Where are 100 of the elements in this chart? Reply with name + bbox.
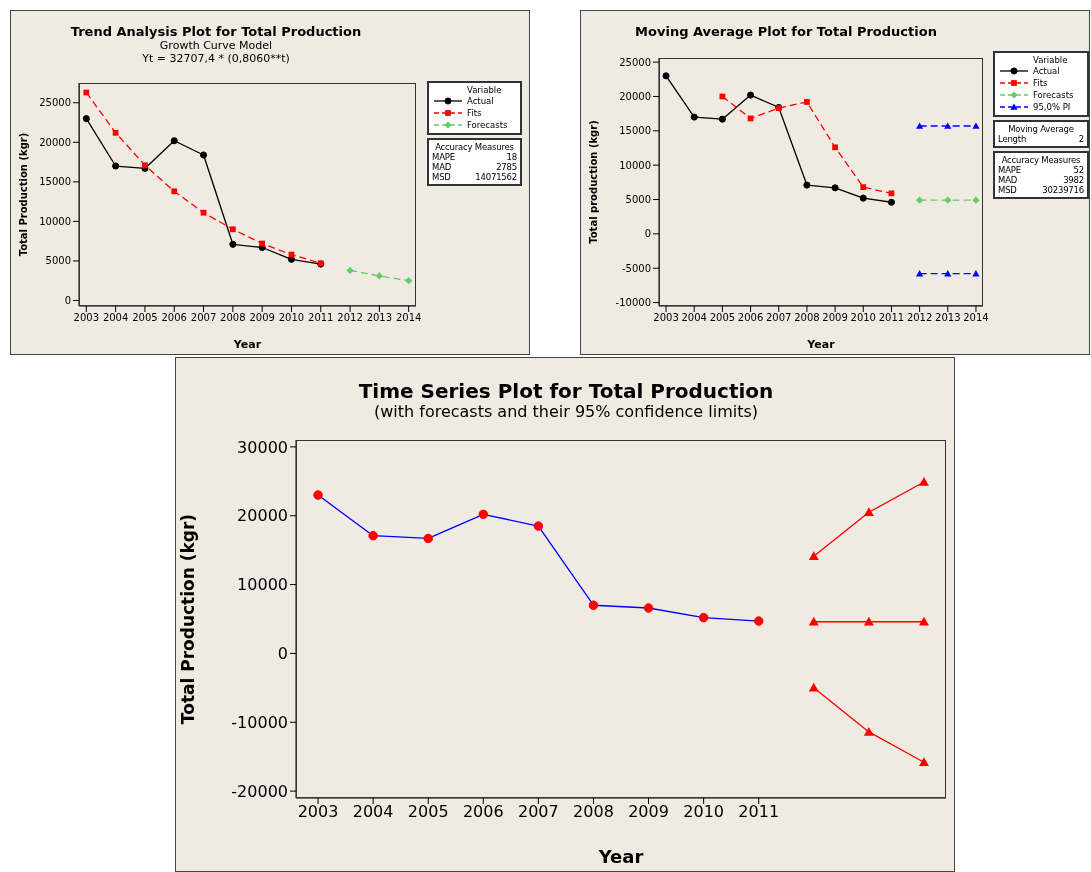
point [916, 196, 924, 204]
point [860, 184, 867, 191]
legend-label: 95,0% PI [1033, 102, 1071, 112]
y-axis-title: Total production (kgr) [587, 120, 599, 244]
point [718, 115, 726, 123]
chart-title: Time Series Plot for Total Production [357, 379, 775, 403]
y-tick-label: 15000 [619, 125, 651, 137]
point [887, 198, 895, 206]
y-tick-label: -10000 [231, 712, 288, 732]
x-tick-label: 2004 [681, 312, 707, 324]
point [944, 122, 952, 129]
legend-label: Fits [467, 108, 482, 118]
point [423, 533, 433, 544]
legend-label: Actual [1033, 66, 1060, 76]
info-box: Moving Average Length 2 [993, 120, 1089, 148]
y-tick-label: 25000 [619, 56, 651, 68]
x-tick-label: 2012 [906, 312, 933, 324]
y-tick-label: 25000 [39, 97, 71, 109]
x-tick-label: 2006 [462, 802, 504, 822]
y-tick-label: 5000 [45, 255, 71, 267]
y-tick-label: -10000 [615, 297, 651, 309]
legend-title: Variable [1032, 55, 1069, 65]
point [259, 240, 266, 247]
y-tick-label: 0 [644, 228, 651, 240]
point [863, 616, 874, 626]
x-tick-label: 2006 [161, 312, 187, 324]
x-tick-label: 2005 [407, 802, 449, 822]
x-tick-label: 2008 [573, 802, 614, 822]
legend-label: Forecasts [1033, 90, 1074, 100]
x-tick-label: 2007 [518, 802, 559, 822]
x-tick-label: 2010 [850, 312, 876, 324]
x-tick-label: 2008 [220, 312, 246, 324]
point [803, 181, 811, 189]
x-tick-label: 2010 [278, 312, 305, 324]
point [944, 196, 952, 204]
point [863, 726, 874, 736]
x-tick-label: 2011 [738, 802, 780, 822]
x-tick-label: 2008 [794, 312, 820, 324]
y-tick-label: 10000 [619, 159, 651, 171]
x-tick-label: 2006 [737, 312, 764, 324]
x-tick-label: 2014 [963, 312, 989, 324]
point [346, 266, 354, 275]
point [863, 507, 874, 517]
point [588, 600, 599, 610]
x-tick-label: 2009 [822, 312, 848, 324]
y-tick-label: 20000 [39, 136, 71, 148]
point [698, 612, 709, 623]
x-tick-label: 2011 [308, 312, 334, 324]
y-axis-title: Total Production (kgr) [17, 132, 29, 257]
y-tick-label: 0 [277, 644, 288, 664]
x-tick-label: 2013 [366, 312, 393, 324]
point [888, 190, 895, 197]
point [368, 530, 378, 541]
chart-title: Trend Analysis Plot for Total Production [69, 24, 363, 40]
chart-title: Moving Average Plot for Total Production [634, 24, 938, 40]
point [533, 521, 544, 531]
legend-title: Variable [466, 85, 503, 95]
point [662, 72, 670, 80]
legend-label: Fits [1033, 78, 1048, 88]
point [808, 551, 819, 561]
point [375, 272, 383, 280]
point [83, 89, 90, 96]
point [918, 477, 929, 486]
chart-subtitle: Growth Curve Model Yt = 32707,4 * (0,8060**t) [142, 38, 291, 66]
point [229, 240, 237, 248]
info-box: Accuracy Measures MAPE 52 MAD 3982 MSD 30239716 [993, 151, 1089, 199]
point [405, 277, 413, 285]
y-tick-label: 10000 [39, 215, 71, 227]
point [972, 122, 980, 129]
y-axis-title: Total Production (kgr) [178, 513, 199, 725]
point [229, 226, 236, 233]
point [112, 129, 119, 136]
x-tick-label: 2007 [766, 312, 792, 324]
x-axis-title: Year [232, 338, 262, 351]
y-tick-label: 20000 [237, 506, 288, 526]
point [918, 616, 929, 626]
legend-label: Actual [467, 96, 494, 106]
y-tick-label: 10000 [237, 575, 288, 595]
x-tick-label: 2003 [297, 802, 339, 822]
x-tick-label: 2005 [132, 312, 158, 324]
chart-subtitle: (with forecasts and their 95% confidence limits) [372, 402, 759, 422]
x-axis-title: Year [806, 338, 836, 351]
point [643, 603, 654, 613]
point [200, 209, 207, 216]
x-tick-label: 2004 [352, 802, 394, 822]
point [199, 151, 208, 159]
point [747, 91, 755, 99]
y-tick-label: 20000 [619, 91, 651, 103]
y-tick-label: -20000 [231, 781, 288, 801]
y-tick-label: 15000 [39, 176, 71, 188]
x-tick-label: 2010 [683, 802, 724, 822]
x-tick-label: 2003 [653, 312, 679, 324]
x-axis-title: Year [597, 846, 644, 867]
point [690, 113, 698, 121]
point [832, 144, 838, 151]
point [112, 162, 120, 170]
point [478, 509, 489, 520]
x-tick-label: 2012 [337, 312, 363, 324]
info-box: Accuracy Measures MAPE 18 MAD 2785 MSD 14071562 [427, 138, 522, 186]
y-tick-label: 30000 [237, 437, 288, 457]
